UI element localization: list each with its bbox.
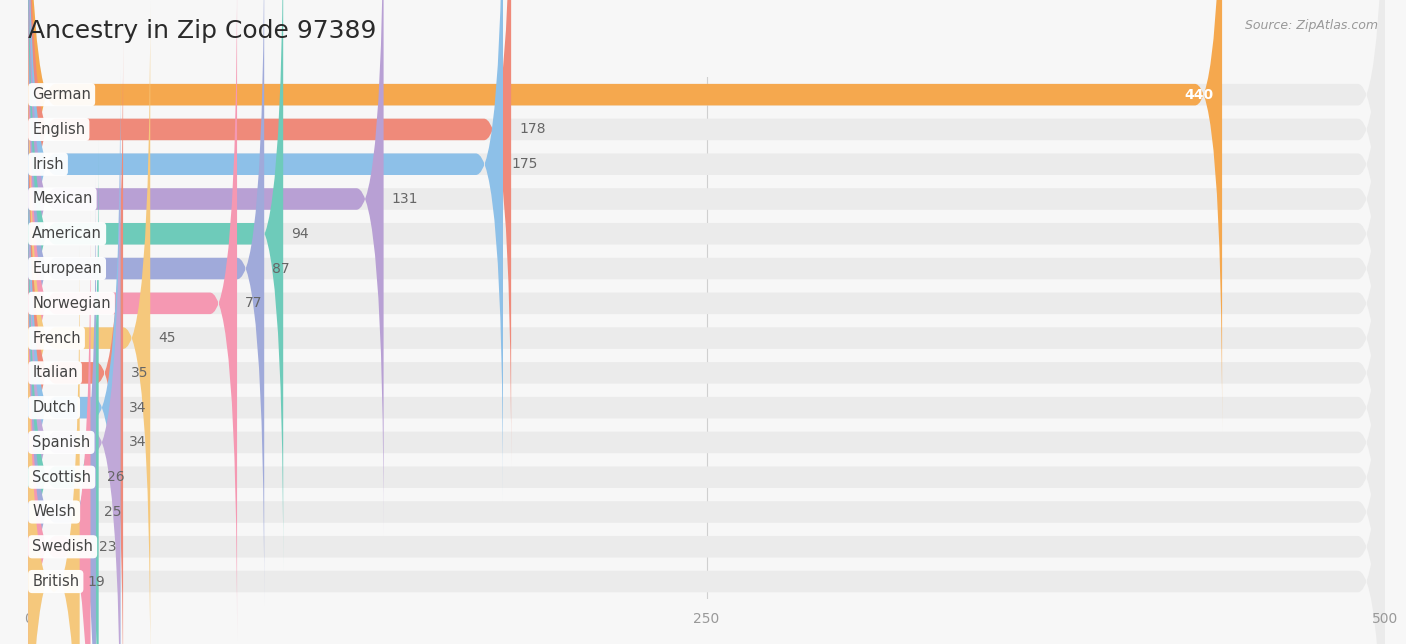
FancyBboxPatch shape	[28, 140, 98, 644]
FancyBboxPatch shape	[28, 0, 1385, 571]
Text: German: German	[32, 87, 91, 102]
FancyBboxPatch shape	[28, 0, 1385, 605]
Circle shape	[27, 364, 30, 382]
FancyBboxPatch shape	[28, 1, 1385, 644]
FancyBboxPatch shape	[28, 0, 1385, 536]
Text: Source: ZipAtlas.com: Source: ZipAtlas.com	[1244, 19, 1378, 32]
Text: 440: 440	[1185, 88, 1213, 102]
Circle shape	[27, 399, 30, 417]
FancyBboxPatch shape	[28, 175, 96, 644]
Text: Dutch: Dutch	[32, 400, 76, 415]
Text: 34: 34	[128, 401, 146, 415]
Text: British: British	[32, 574, 79, 589]
Circle shape	[27, 503, 30, 521]
Text: 94: 94	[291, 227, 309, 241]
FancyBboxPatch shape	[28, 140, 1385, 644]
Text: 34: 34	[128, 435, 146, 450]
Text: 175: 175	[512, 157, 537, 171]
FancyBboxPatch shape	[28, 71, 121, 644]
Text: Norwegian: Norwegian	[32, 296, 111, 311]
Text: 45: 45	[159, 331, 176, 345]
Text: Spanish: Spanish	[32, 435, 90, 450]
FancyBboxPatch shape	[28, 36, 124, 644]
Text: Italian: Italian	[32, 365, 77, 381]
FancyBboxPatch shape	[28, 0, 264, 605]
Circle shape	[27, 155, 30, 173]
FancyBboxPatch shape	[28, 210, 90, 644]
Text: Swedish: Swedish	[32, 539, 93, 554]
Text: American: American	[32, 226, 103, 242]
Text: 23: 23	[98, 540, 117, 554]
Circle shape	[27, 294, 30, 312]
FancyBboxPatch shape	[28, 0, 503, 501]
Text: 87: 87	[273, 261, 290, 276]
FancyBboxPatch shape	[28, 0, 1385, 501]
Circle shape	[27, 86, 30, 104]
FancyBboxPatch shape	[28, 0, 1222, 431]
FancyBboxPatch shape	[28, 106, 121, 644]
Circle shape	[27, 260, 30, 278]
FancyBboxPatch shape	[28, 71, 1385, 644]
FancyBboxPatch shape	[28, 245, 1385, 644]
Text: 25: 25	[104, 505, 121, 519]
FancyBboxPatch shape	[28, 210, 1385, 644]
Text: Scottish: Scottish	[32, 469, 91, 485]
Text: 19: 19	[87, 574, 105, 589]
Text: French: French	[32, 330, 80, 346]
FancyBboxPatch shape	[28, 0, 1385, 431]
Text: English: English	[32, 122, 86, 137]
Circle shape	[27, 190, 30, 208]
FancyBboxPatch shape	[28, 0, 384, 536]
Circle shape	[27, 468, 30, 486]
Text: 26: 26	[107, 470, 125, 484]
FancyBboxPatch shape	[28, 175, 1385, 644]
Text: 77: 77	[245, 296, 263, 310]
FancyBboxPatch shape	[28, 106, 1385, 644]
Circle shape	[27, 433, 30, 451]
FancyBboxPatch shape	[28, 0, 1385, 466]
Circle shape	[27, 573, 30, 591]
FancyBboxPatch shape	[28, 0, 1385, 640]
Text: Irish: Irish	[32, 156, 63, 172]
Circle shape	[27, 120, 30, 138]
Text: Welsh: Welsh	[32, 504, 76, 520]
FancyBboxPatch shape	[28, 0, 238, 640]
FancyBboxPatch shape	[28, 1, 150, 644]
Circle shape	[27, 225, 30, 243]
Text: Mexican: Mexican	[32, 191, 93, 207]
FancyBboxPatch shape	[28, 0, 283, 571]
Text: 131: 131	[392, 192, 418, 206]
Text: 35: 35	[131, 366, 149, 380]
Circle shape	[27, 538, 30, 556]
Text: 178: 178	[519, 122, 546, 137]
Circle shape	[27, 329, 30, 347]
FancyBboxPatch shape	[28, 0, 512, 466]
Text: European: European	[32, 261, 103, 276]
FancyBboxPatch shape	[28, 245, 80, 644]
Text: Ancestry in Zip Code 97389: Ancestry in Zip Code 97389	[28, 19, 377, 43]
FancyBboxPatch shape	[28, 36, 1385, 644]
